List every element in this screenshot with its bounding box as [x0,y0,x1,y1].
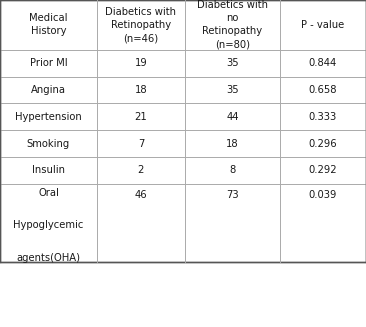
Text: 0.296: 0.296 [309,139,337,148]
Text: 0.292: 0.292 [309,165,337,175]
Text: 35: 35 [226,58,239,68]
Text: 0.658: 0.658 [309,85,337,95]
Text: 21: 21 [135,112,147,122]
Text: P - value: P - value [301,20,345,30]
Text: Prior MI: Prior MI [30,58,67,68]
Text: Medical
History: Medical History [29,13,68,36]
Text: Angina: Angina [31,85,66,95]
Text: Diabetics with
Retinopathy
(n=46): Diabetics with Retinopathy (n=46) [105,7,176,43]
Text: 2: 2 [138,165,144,175]
Text: Diabetics with
no
Retinopathy
(n=80): Diabetics with no Retinopathy (n=80) [197,0,268,50]
Text: Hypertension: Hypertension [15,112,82,122]
Text: 8: 8 [229,165,236,175]
Text: 35: 35 [226,85,239,95]
Text: Insulin: Insulin [32,165,65,175]
Text: 73: 73 [226,190,239,200]
Text: 46: 46 [135,190,147,200]
Text: 18: 18 [226,139,239,148]
Text: 0.844: 0.844 [309,58,337,68]
Text: 44: 44 [226,112,239,122]
Text: 19: 19 [135,58,147,68]
Text: 0.039: 0.039 [309,190,337,200]
Text: 7: 7 [138,139,144,148]
Text: Smoking: Smoking [27,139,70,148]
Text: 0.333: 0.333 [309,112,337,122]
Text: Oral

Hypoglycemic

agents(OHA): Oral Hypoglycemic agents(OHA) [13,188,84,263]
Bar [0,0,366,262]
Text: 18: 18 [135,85,147,95]
